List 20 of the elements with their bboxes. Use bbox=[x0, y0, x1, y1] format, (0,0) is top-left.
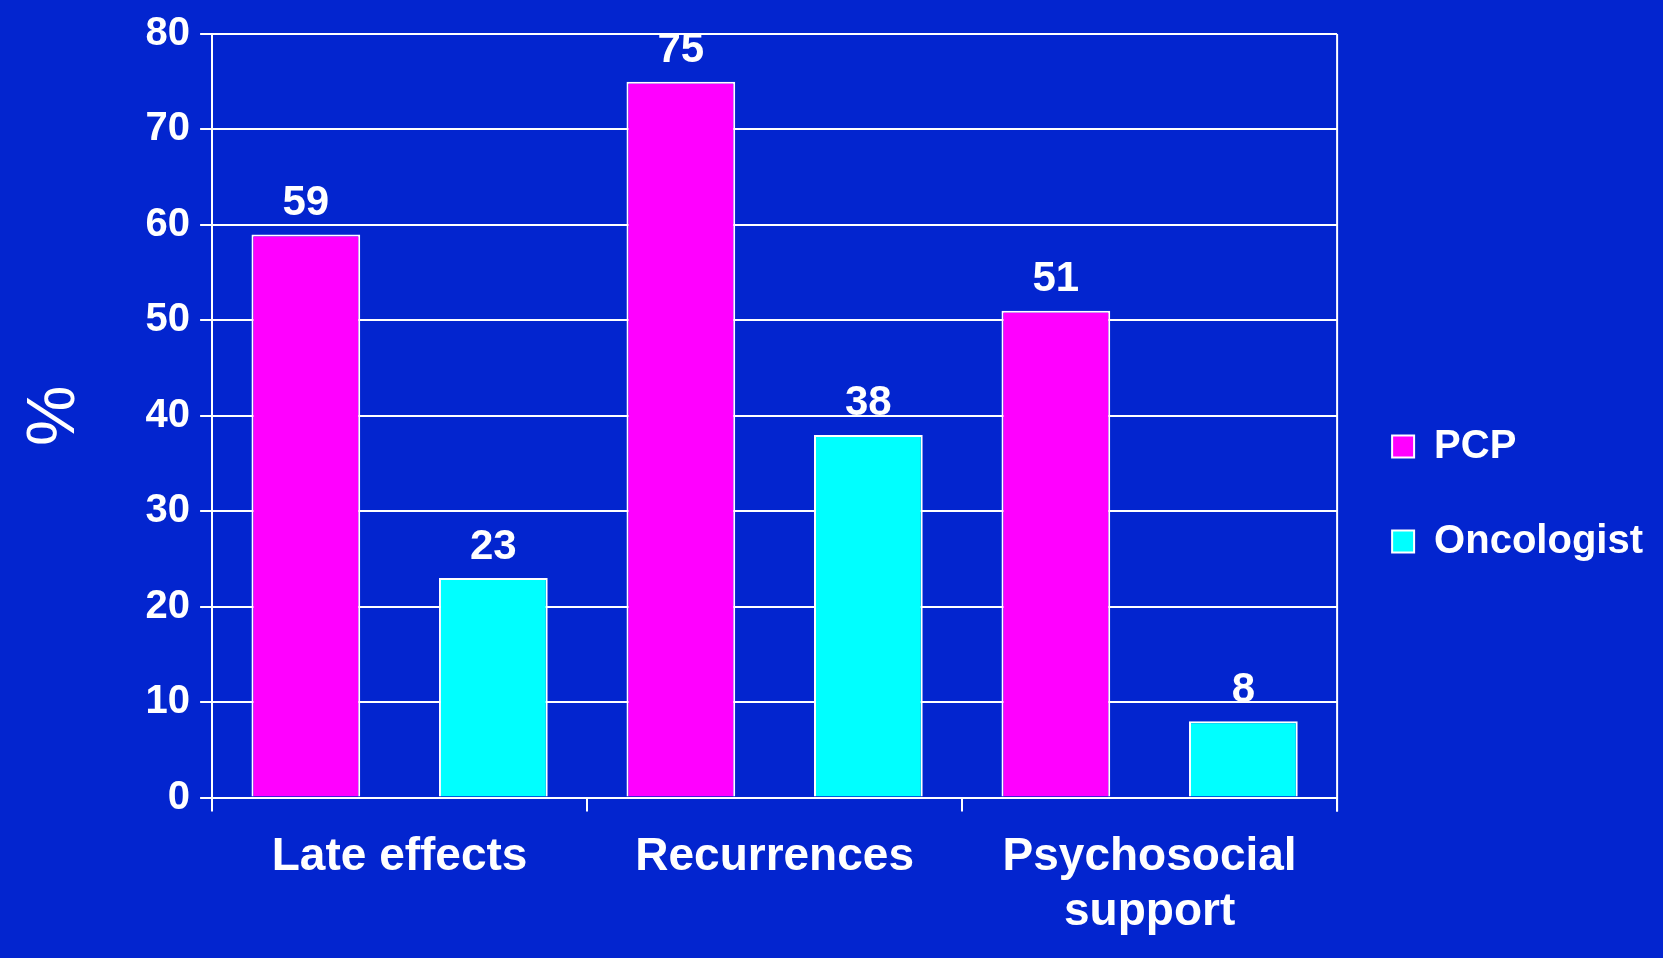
legend-label: PCP bbox=[1434, 421, 1517, 466]
x-tick-label: Psychosocial support bbox=[1002, 827, 1297, 936]
data-label: 51 bbox=[1032, 253, 1080, 301]
y-axis-title: % bbox=[11, 385, 88, 447]
y-tick-label: 50 bbox=[145, 295, 191, 340]
y-tick-label: 30 bbox=[145, 486, 191, 531]
data-label: 23 bbox=[469, 520, 517, 568]
data-label: 59 bbox=[282, 177, 330, 225]
x-tick-label: Recurrences bbox=[635, 827, 914, 880]
x-tick-label: Late effects bbox=[271, 827, 528, 880]
y-tick-label: 70 bbox=[145, 104, 191, 149]
legend-label: Oncologist bbox=[1434, 516, 1643, 561]
y-tick-label: 20 bbox=[145, 581, 191, 626]
y-tick-label: 0 bbox=[167, 772, 191, 817]
y-tick-label: 80 bbox=[145, 9, 191, 54]
y-tick-label: 10 bbox=[145, 677, 191, 722]
y-tick-label: 40 bbox=[145, 390, 191, 435]
y-tick-label: 60 bbox=[145, 199, 191, 244]
data-label: 8 bbox=[1231, 663, 1256, 711]
data-label: 38 bbox=[845, 377, 892, 425]
